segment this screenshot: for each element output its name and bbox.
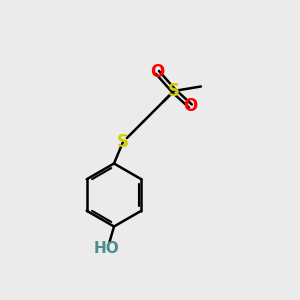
Text: S: S: [168, 82, 180, 100]
Text: O: O: [150, 63, 164, 81]
Text: S: S: [117, 133, 129, 151]
Text: HO: HO: [94, 241, 119, 256]
Text: O: O: [183, 97, 197, 115]
